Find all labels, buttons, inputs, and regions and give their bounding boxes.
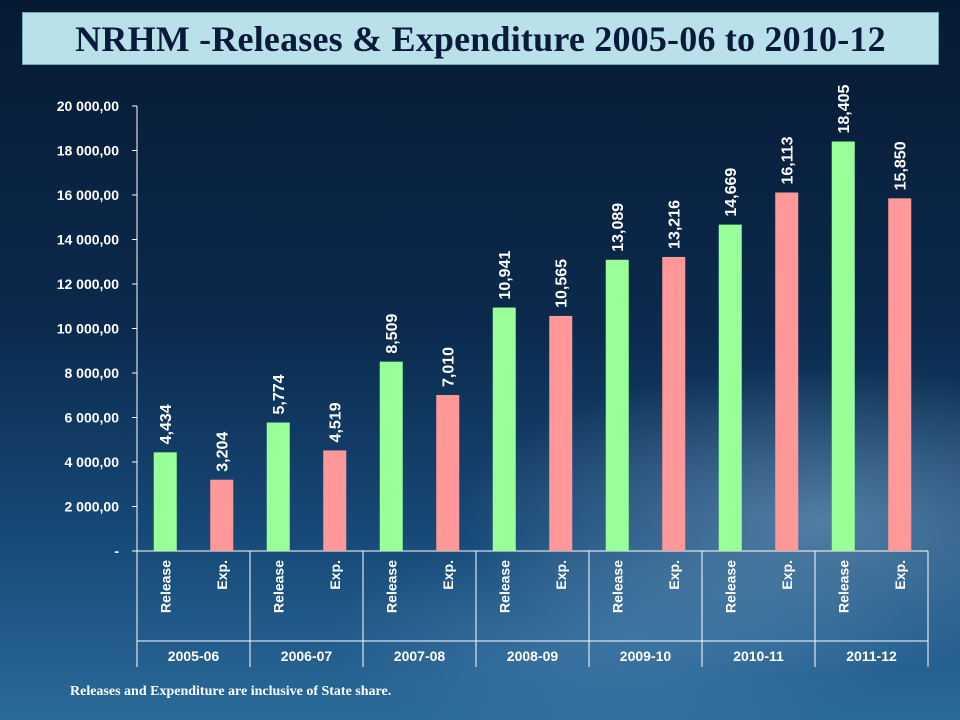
bar — [775, 192, 799, 551]
data-label: 10,565 — [554, 259, 571, 308]
x-group-label: 2010-11 — [733, 648, 784, 664]
x-category-label: Release — [270, 560, 286, 613]
y-tick-label: 18 000,00 — [57, 143, 119, 159]
x-category-label: Exp. — [666, 560, 682, 590]
title-banner: NRHM -Releases & Expenditure 2005-06 to … — [22, 12, 939, 65]
data-label: 14,669 — [723, 168, 740, 217]
bar — [492, 307, 516, 551]
x-category-label: Exp. — [214, 560, 230, 590]
bar — [153, 452, 177, 551]
data-label: 8,509 — [384, 314, 401, 354]
data-label: 10,941 — [497, 251, 514, 300]
x-group-label: 2005-06 — [168, 648, 220, 664]
y-tick-label: 16 000,00 — [57, 187, 119, 203]
y-tick-label: - — [114, 543, 119, 559]
y-tick-label: 2 000,00 — [65, 499, 120, 515]
data-label: 4,519 — [328, 402, 345, 442]
bar — [549, 315, 573, 551]
bar — [379, 361, 403, 551]
x-category-label: Release — [496, 560, 512, 613]
x-category-label: Release — [157, 560, 173, 613]
data-label: 18,405 — [836, 84, 853, 133]
data-label: 13,216 — [667, 200, 684, 249]
data-label: 5,774 — [271, 374, 288, 414]
x-category-label: Exp. — [440, 560, 456, 590]
x-category-label: Release — [722, 560, 738, 613]
x-category-label: Release — [383, 560, 399, 613]
data-label: 7,010 — [441, 347, 458, 387]
y-tick-label: 8 000,00 — [65, 365, 120, 381]
x-category-label: Exp. — [779, 560, 795, 590]
y-tick-label: 4 000,00 — [65, 454, 120, 470]
data-label: 16,113 — [780, 136, 797, 184]
x-group-label: 2006-07 — [281, 648, 333, 664]
bar — [210, 479, 234, 551]
bar — [266, 422, 290, 551]
x-group-label: 2007-08 — [394, 648, 446, 664]
bar — [605, 259, 629, 551]
bar — [718, 224, 742, 551]
footnote: Releases and Expenditure are inclusive o… — [70, 684, 392, 699]
y-tick-label: 20 000,00 — [57, 98, 119, 114]
x-group-label: 2009-10 — [620, 648, 672, 664]
data-label: 13,089 — [610, 203, 627, 252]
bar — [662, 256, 686, 551]
y-tick-label: 14 000,00 — [57, 232, 119, 248]
y-tick-label: 12 000,00 — [57, 276, 119, 292]
data-label: 15,850 — [893, 141, 910, 190]
x-category-label: Release — [609, 560, 625, 613]
bar — [831, 141, 855, 551]
x-group-label: 2008-09 — [507, 648, 559, 664]
x-category-label: Exp. — [327, 560, 343, 590]
data-label: 3,204 — [215, 432, 232, 472]
y-tick-label: 6 000,00 — [65, 410, 120, 426]
y-tick-label: 10 000,00 — [57, 321, 119, 337]
bar — [436, 395, 460, 551]
data-label: 4,434 — [158, 404, 175, 444]
x-category-label: Exp. — [553, 560, 569, 590]
x-category-label: Exp. — [892, 560, 908, 590]
bar — [888, 198, 912, 551]
bar — [323, 450, 347, 551]
chart-title: NRHM -Releases & Expenditure 2005-06 to … — [75, 18, 886, 59]
x-group-label: 2011-12 — [846, 648, 897, 664]
x-category-label: Release — [835, 560, 851, 613]
